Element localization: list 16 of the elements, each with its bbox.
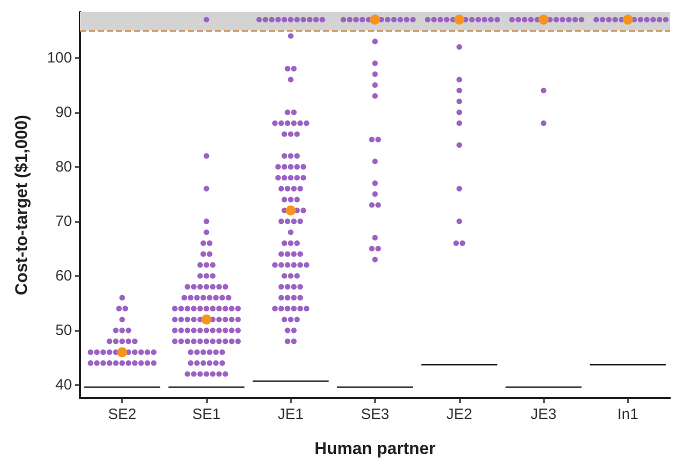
y-tick-label: 60 bbox=[55, 267, 72, 284]
x-tick-label: SE1 bbox=[192, 406, 221, 423]
y-tick-label: 100 bbox=[46, 49, 72, 66]
y-tick-label: 90 bbox=[55, 104, 72, 121]
y-tick-label: 80 bbox=[55, 158, 72, 176]
x-tick-label: In1 bbox=[617, 406, 638, 423]
x-tick-label: JE3 bbox=[530, 406, 556, 423]
x-tick-label: SE3 bbox=[360, 406, 390, 423]
x-tick-label: SE2 bbox=[108, 406, 136, 423]
y-axis-title: Cost-to-target ($1,000) bbox=[12, 114, 31, 296]
x-axis-title: Human partner bbox=[314, 439, 436, 458]
x-tick-label: JE2 bbox=[446, 406, 472, 423]
x-tick-label: JE1 bbox=[278, 406, 304, 423]
y-tick-label: 40 bbox=[55, 376, 72, 394]
y-tick-label: 50 bbox=[55, 322, 72, 339]
y-tick-label: 70 bbox=[55, 212, 72, 230]
